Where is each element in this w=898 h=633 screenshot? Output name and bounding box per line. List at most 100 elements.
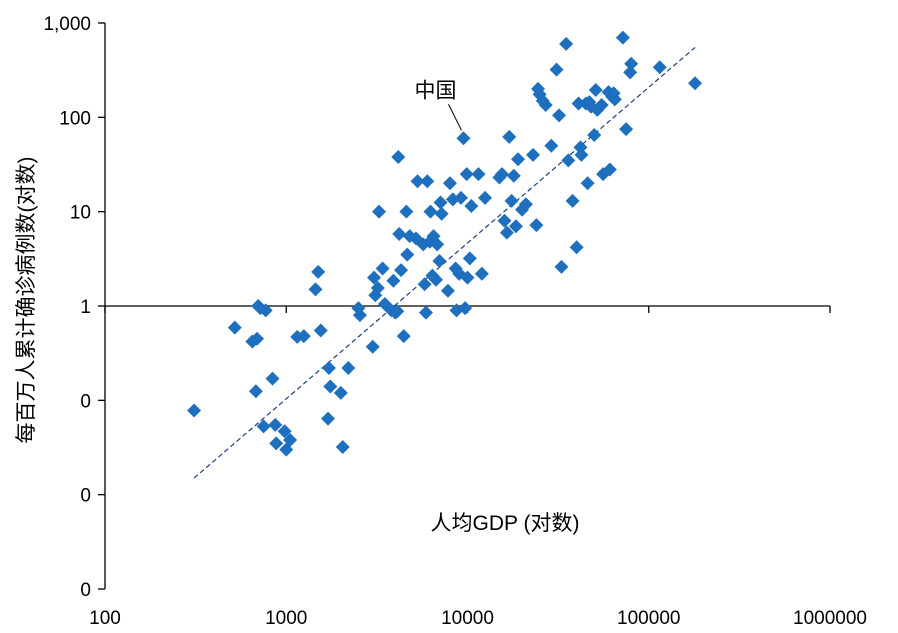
data-point	[341, 361, 356, 376]
data-point	[518, 197, 533, 212]
data-point	[321, 361, 336, 376]
data-point	[418, 305, 433, 320]
data-point	[433, 195, 448, 210]
y-tick-labels: 0 0 0 1 10 100 1,000	[43, 14, 91, 601]
y-tick-label: 1,000	[43, 14, 91, 35]
data-point	[313, 323, 328, 338]
data-point	[386, 273, 401, 288]
data-point	[552, 108, 567, 123]
data-point	[372, 204, 387, 219]
data-point	[574, 147, 589, 162]
data-point	[538, 98, 553, 113]
data-point	[400, 247, 415, 262]
y-tick-label: 100	[59, 108, 91, 129]
annotation-leader-line	[448, 104, 462, 131]
data-point	[308, 282, 323, 297]
data-point	[602, 162, 617, 177]
x-tick-label: 10000	[441, 608, 494, 629]
data-point	[529, 218, 544, 233]
data-point	[227, 320, 242, 335]
y-tick-label: 0	[80, 391, 91, 412]
data-point	[559, 36, 574, 51]
data-point	[497, 213, 512, 228]
data-point	[430, 237, 445, 252]
x-tick-labels: 100 1000 10000 100000 1000000	[89, 608, 867, 629]
data-point	[423, 204, 438, 219]
data-point	[587, 127, 602, 142]
data-point	[410, 174, 425, 189]
y-axis-label: 每百万人累计确诊病例数(对数)	[15, 157, 38, 444]
data-point	[569, 240, 584, 255]
data-point	[375, 261, 390, 276]
data-point	[471, 167, 486, 182]
data-point	[619, 122, 634, 137]
data-point	[624, 56, 639, 71]
data-point	[394, 263, 409, 278]
data-point	[392, 226, 407, 241]
data-point	[265, 371, 280, 386]
data-point	[544, 138, 559, 153]
data-point	[511, 152, 526, 167]
data-point	[428, 272, 443, 287]
data-point	[652, 60, 667, 75]
data-point	[453, 190, 468, 205]
data-point	[459, 167, 474, 182]
y-tick-label: 1	[80, 297, 91, 318]
data-point	[526, 147, 541, 162]
data-point	[499, 225, 514, 240]
annotation-label: 中国	[414, 79, 456, 102]
data-point	[458, 301, 473, 316]
data-point	[506, 168, 521, 183]
data-point	[615, 30, 630, 45]
data-point	[396, 329, 411, 344]
data-point	[688, 76, 703, 91]
data-point	[456, 131, 471, 146]
data-point	[504, 193, 519, 208]
data-point	[269, 436, 284, 451]
data-point	[365, 339, 380, 354]
data-point	[623, 65, 638, 80]
data-point	[399, 204, 414, 219]
data-point	[462, 251, 477, 266]
data-point	[352, 308, 367, 323]
data-point	[502, 129, 517, 144]
data-point	[311, 264, 326, 279]
data-point	[417, 277, 432, 292]
data-point	[442, 176, 457, 191]
data-point	[321, 411, 336, 426]
data-point	[323, 379, 338, 394]
data-point	[250, 331, 265, 346]
data-point	[391, 149, 406, 164]
y-tick-label: 10	[70, 203, 91, 224]
data-point	[283, 432, 298, 447]
data-point	[464, 198, 479, 213]
data-point	[554, 259, 569, 274]
data-point	[565, 193, 580, 208]
data-point	[549, 62, 564, 77]
data-point	[494, 167, 509, 182]
y-tick-label: 0	[80, 486, 91, 507]
data-point	[571, 96, 586, 111]
y-tick-label: 0	[80, 580, 91, 601]
x-axis-label: 人均GDP (对数)	[431, 512, 580, 535]
data-point	[367, 270, 382, 285]
data-point	[580, 176, 595, 191]
data-point	[370, 281, 385, 296]
data-point	[420, 174, 435, 189]
data-point	[187, 403, 202, 418]
data-point	[440, 283, 455, 298]
data-point	[296, 329, 311, 344]
data-points	[187, 30, 703, 457]
x-tick-label: 1000000	[793, 608, 867, 629]
data-point	[460, 270, 475, 285]
data-point	[268, 417, 283, 432]
x-tick-label: 100000	[617, 608, 680, 629]
data-point	[434, 206, 449, 221]
data-point	[474, 266, 489, 281]
x-tick-label: 100	[89, 608, 121, 629]
data-point	[256, 419, 271, 434]
data-point	[248, 384, 263, 399]
data-point	[588, 82, 603, 97]
data-point	[333, 385, 348, 400]
data-point	[607, 92, 622, 107]
